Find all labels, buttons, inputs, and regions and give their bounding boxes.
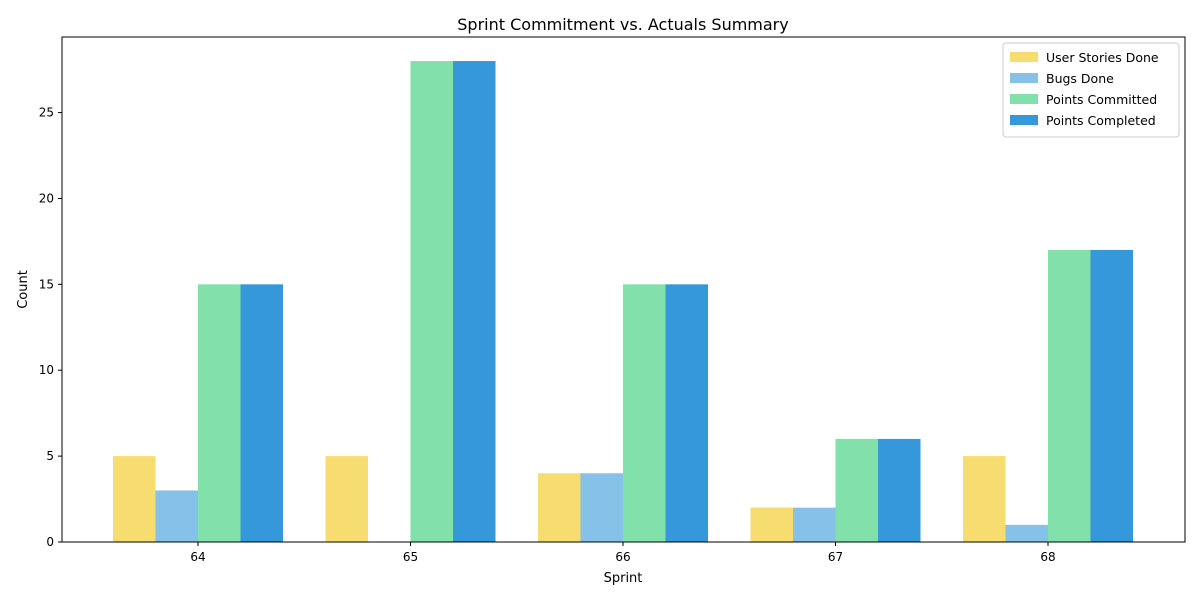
- bar-points-completed-65: [453, 61, 496, 543]
- bar-points-committed-67: [835, 438, 878, 542]
- bar-points-committed-66: [623, 284, 666, 542]
- bar-user-stories-done-65: [325, 456, 368, 542]
- bar-user-stories-done-66: [538, 473, 581, 542]
- x-tick-label: 67: [828, 550, 843, 564]
- x-tick-label: 66: [615, 550, 630, 564]
- bar-points-committed-68: [1048, 249, 1091, 542]
- x-tick-label: 64: [190, 550, 205, 564]
- legend-label: User Stories Done: [1046, 50, 1159, 65]
- bar-user-stories-done-68: [963, 456, 1006, 542]
- x-axis: 64 65 66 67 68: [190, 542, 1056, 564]
- legend-swatch: [1010, 73, 1038, 83]
- bar-points-completed-64: [240, 284, 283, 542]
- bar-user-stories-done-64: [113, 456, 156, 542]
- y-tick-label: 15: [39, 277, 54, 291]
- bar-bugs-done-67: [793, 507, 836, 542]
- y-axis-label: Count: [16, 270, 31, 309]
- y-tick-label: 20: [39, 191, 54, 205]
- y-tick-label: 10: [39, 363, 54, 377]
- y-tick-label: 0: [46, 535, 54, 549]
- x-axis-label: Sprint: [604, 571, 643, 586]
- bar-points-completed-68: [1090, 249, 1133, 542]
- bar-user-stories-done-67: [750, 507, 793, 542]
- y-tick-label: 25: [39, 106, 54, 120]
- x-tick-label: 68: [1040, 550, 1055, 564]
- y-tick-label: 5: [46, 449, 54, 463]
- bar-points-committed-64: [198, 284, 241, 542]
- bar-points-completed-66: [665, 284, 708, 542]
- y-axis: 0 5 10 15 20 25: [39, 106, 62, 549]
- legend-swatch: [1010, 115, 1038, 125]
- bar-bugs-done-66: [580, 473, 623, 542]
- legend-label: Bugs Done: [1046, 71, 1114, 86]
- x-tick-label: 65: [403, 550, 418, 564]
- plot-area: [113, 61, 1133, 543]
- bar-points-completed-67: [878, 438, 921, 542]
- legend-box: [1002, 42, 1180, 138]
- legend: User Stories Done Bugs Done Points Committ…: [1002, 42, 1180, 138]
- bar-bugs-done-64: [155, 490, 198, 542]
- legend-swatch: [1010, 94, 1038, 104]
- legend-label: Points Committed: [1046, 92, 1157, 107]
- chart-title: Sprint Commitment vs. Actuals Summary: [457, 15, 788, 34]
- legend-label: Points Completed: [1046, 113, 1156, 128]
- legend-swatch: [1010, 52, 1038, 62]
- bar-points-committed-65: [410, 61, 453, 543]
- bar-bugs-done-68: [1005, 524, 1048, 542]
